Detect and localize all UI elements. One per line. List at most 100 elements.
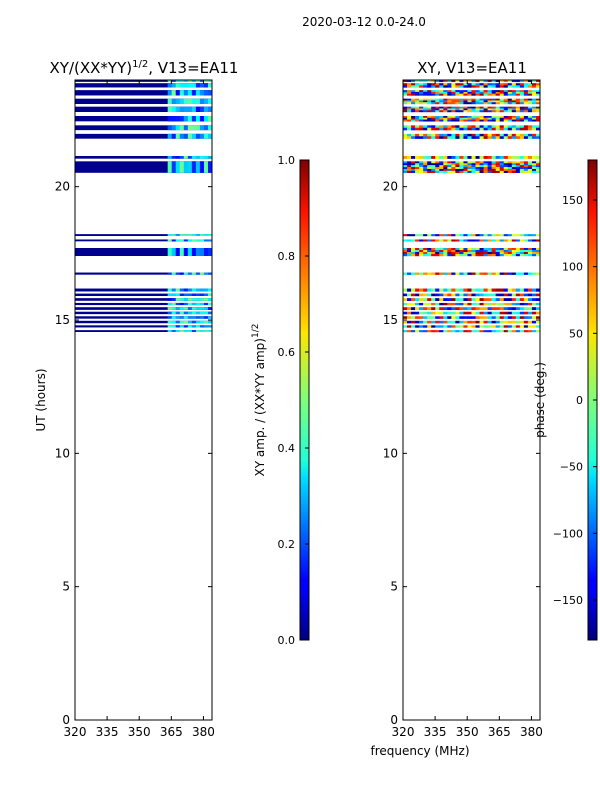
phase-cell	[507, 311, 513, 315]
amplitude-cell	[199, 311, 205, 315]
phase-cell	[403, 320, 408, 324]
phase-cell	[451, 252, 456, 255]
phase-cell	[475, 110, 480, 113]
phase-cell	[507, 108, 513, 111]
phase-cell	[527, 116, 533, 118]
amplitude-cell	[175, 316, 181, 319]
phase-cell	[531, 93, 537, 96]
phase-cell	[499, 133, 505, 137]
phase-cell	[443, 136, 448, 139]
phase-cell	[523, 90, 529, 93]
phase-cell	[507, 119, 513, 122]
phase-cell	[487, 250, 492, 253]
phase-cell	[511, 91, 517, 94]
phase-cell	[455, 239, 460, 242]
phase-cell	[407, 307, 412, 311]
phase-cell	[535, 170, 540, 173]
phase-cell	[475, 272, 480, 275]
phase-cell	[407, 298, 412, 301]
phase-cell	[483, 165, 488, 168]
phase-cell	[471, 170, 476, 173]
phase-cell	[435, 98, 440, 101]
phase-cell	[479, 163, 484, 166]
phase-cell	[527, 252, 533, 255]
phase-cell	[479, 156, 484, 159]
phase-cell	[515, 108, 521, 111]
phase-cell	[435, 168, 440, 172]
phase-cell	[431, 170, 436, 173]
phase-cell	[475, 91, 480, 94]
phase-cell	[535, 298, 540, 301]
phase-cell	[447, 320, 452, 324]
phase-cell	[455, 90, 460, 93]
phase-cell	[439, 165, 444, 168]
phase-cell	[419, 248, 424, 251]
phase-cell	[431, 163, 436, 166]
phase-cell	[531, 83, 537, 86]
amplitude-data-row	[75, 288, 212, 292]
phase-cell	[519, 163, 525, 166]
phase-cell	[531, 100, 537, 103]
phase-cell	[423, 85, 428, 88]
phase-cell	[495, 239, 501, 242]
phase-cell	[463, 127, 468, 131]
x-tick-label: 380	[520, 725, 543, 739]
amplitude-cell	[167, 90, 173, 96]
amplitude-cell	[171, 239, 177, 242]
phase-cell	[459, 307, 464, 311]
phase-cell	[443, 252, 448, 255]
phase-cell	[435, 165, 440, 168]
amplitude-cell	[207, 80, 212, 82]
phase-cell	[431, 167, 436, 170]
phase-cell	[463, 80, 468, 83]
phase-cell	[435, 108, 440, 111]
phase-cell	[479, 302, 484, 306]
phase-cell	[439, 125, 444, 128]
phase-cell	[495, 91, 501, 94]
phase-cell	[535, 127, 540, 131]
amplitude-cell	[207, 311, 212, 315]
amplitude-cell	[179, 80, 185, 82]
phase-cell	[519, 83, 525, 86]
amplitude-cell	[203, 298, 209, 301]
phase-cell	[507, 91, 513, 94]
amplitude-cell	[167, 133, 173, 139]
phase-cell	[463, 234, 468, 237]
phase-cell	[459, 170, 464, 173]
phase-cell	[447, 127, 452, 131]
phase-cell	[407, 163, 412, 166]
phase-cell	[531, 119, 537, 122]
amplitude-cell	[187, 83, 193, 88]
phase-cell	[491, 116, 496, 118]
phase-cell	[459, 117, 464, 120]
phase-cell	[483, 234, 488, 237]
phase-cell	[471, 167, 476, 170]
amplitude-cell	[207, 248, 212, 256]
amplitude-cell	[207, 298, 212, 301]
phase-cell	[511, 163, 517, 166]
phase-cell	[415, 102, 420, 105]
amplitude-cell	[175, 248, 181, 256]
amplitude-cell	[179, 316, 185, 319]
phase-cell	[531, 110, 537, 113]
phase-cell	[507, 325, 513, 328]
phase-cell	[523, 248, 529, 251]
phase-cell	[499, 83, 505, 86]
phase-cell	[427, 170, 432, 173]
phase-cell	[471, 252, 476, 255]
phase-cell	[419, 161, 424, 164]
phase-cell	[511, 116, 517, 118]
phase-cell	[487, 325, 492, 328]
phase-cell	[535, 293, 540, 297]
phase-cell	[491, 98, 496, 101]
phase-cell	[419, 93, 424, 96]
amplitude-cell	[199, 293, 205, 296]
amplitude-cell	[199, 156, 205, 159]
phase-cell	[451, 93, 456, 96]
amplitude-cell	[187, 293, 193, 296]
phase-cell	[443, 93, 448, 96]
phase-cell	[447, 163, 452, 166]
phase-cell	[527, 288, 533, 292]
phase-cell	[487, 106, 492, 109]
phase-cell	[439, 234, 444, 237]
